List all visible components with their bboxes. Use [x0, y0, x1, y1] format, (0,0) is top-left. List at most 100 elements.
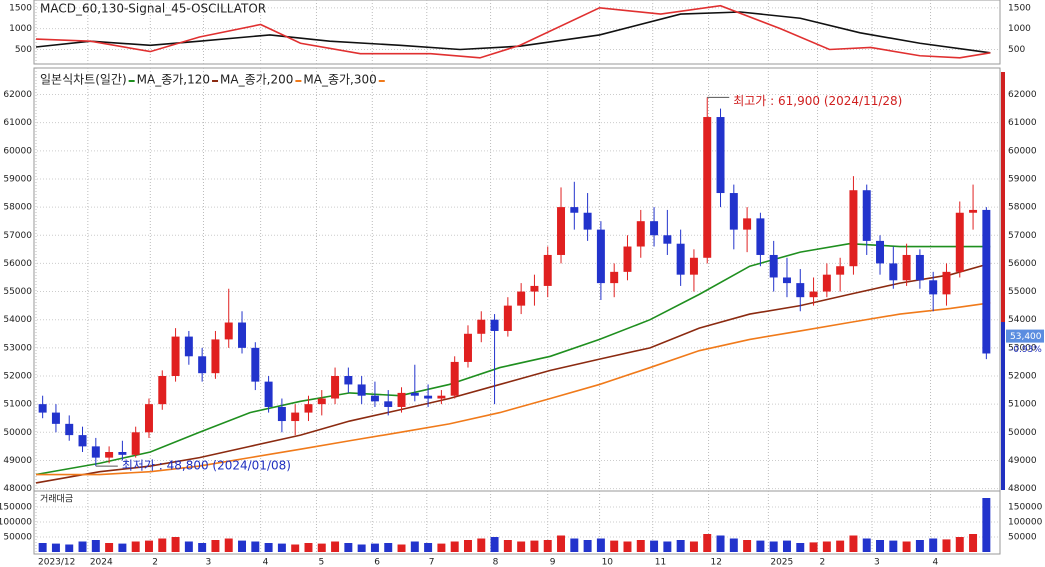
candle-body	[636, 221, 645, 247]
y-tick-label: 48000	[3, 484, 32, 494]
volume-bar	[477, 538, 486, 552]
candle-body	[729, 193, 738, 230]
y-tick-label-right: 60000	[1008, 146, 1037, 156]
volume-bar	[955, 537, 964, 552]
volume-bar	[158, 538, 167, 552]
candle-body	[370, 395, 379, 402]
price-frame	[33, 67, 1001, 492]
y-tick-label: 150000	[0, 503, 32, 513]
candle-body	[211, 339, 220, 374]
y-tick-label: 54000	[3, 315, 32, 325]
volume-bar	[144, 540, 153, 552]
volume-bar	[610, 540, 619, 552]
volume-bar	[331, 541, 340, 552]
candle-body	[929, 280, 938, 295]
candle-body	[477, 319, 486, 334]
y-tick-label: 53000	[3, 343, 32, 353]
panel-title: 일본식차트(일간)	[40, 73, 127, 87]
current-price-label: 53,400	[1010, 332, 1042, 342]
legend-label: MA_종가,200	[220, 73, 293, 87]
volume-bar	[198, 543, 207, 552]
volume-bar	[437, 543, 446, 552]
low-annotation: 최저가 : 48,800 (2024/01/08)	[122, 459, 291, 473]
y-tick-label: 50000	[3, 428, 32, 438]
y-tick-label-right: 61000	[1008, 118, 1037, 128]
candle-body	[743, 218, 752, 230]
volume-bar	[876, 540, 885, 552]
candle-body	[78, 435, 87, 447]
candle-body	[277, 406, 286, 422]
x-tick-label: 3	[874, 558, 880, 567]
candle-body	[184, 336, 193, 357]
volume-bar	[663, 541, 672, 552]
x-tick-label: 10	[602, 558, 614, 567]
x-tick-label: 2023/12	[38, 558, 75, 567]
y-tick-label: 55000	[3, 287, 32, 297]
line-series	[35, 262, 991, 484]
volume-bar	[743, 540, 752, 552]
y-tick-label-right: 57000	[1008, 231, 1037, 241]
candle-body	[304, 404, 313, 413]
volume-bar	[517, 541, 526, 552]
y-tick-label-right: 50000	[1008, 428, 1037, 438]
candle-body	[65, 423, 74, 436]
volume-bar	[796, 543, 805, 552]
candle-body	[756, 218, 765, 255]
y-tick-label-right: 500	[1008, 45, 1025, 55]
volume-bar	[184, 541, 193, 552]
volume-bar	[942, 539, 951, 552]
candle-body	[51, 412, 60, 424]
volume-bar	[969, 534, 978, 552]
y-tick-label: 51000	[3, 400, 32, 410]
volume-bar	[623, 541, 632, 552]
candle-body	[91, 446, 100, 458]
candle-body	[822, 274, 831, 292]
candle-body	[344, 376, 353, 385]
volume-bar	[982, 498, 991, 552]
y-tick-label: 500	[15, 45, 32, 55]
y-tick-label: 1000	[9, 24, 32, 34]
candle-body	[836, 266, 845, 275]
x-tick-label: 12	[711, 558, 722, 567]
x-tick-label: 3	[205, 558, 211, 567]
volume-bar	[51, 543, 60, 552]
candle-body	[716, 117, 725, 194]
volume-bar	[809, 542, 818, 552]
volume-bar	[291, 544, 300, 552]
candle-body	[490, 319, 499, 331]
volume-bar	[676, 540, 685, 552]
volume-bar	[636, 540, 645, 552]
candle-body	[171, 336, 180, 376]
x-tick-label: 2	[820, 558, 826, 567]
volume-bar	[38, 543, 47, 552]
y-tick-label-right: 56000	[1008, 259, 1037, 269]
y-tick-label-right: 51000	[1008, 400, 1037, 410]
volume-bar	[211, 540, 220, 552]
volume-bar	[729, 538, 738, 552]
candle-body	[703, 117, 712, 258]
y-tick-label-right: 100000	[1008, 518, 1043, 528]
volume-bar	[304, 543, 313, 552]
volume-bar	[424, 543, 433, 552]
y-tick-label-right: 1500	[1008, 3, 1031, 13]
candle-body	[676, 243, 685, 275]
candle-body	[463, 333, 472, 362]
volume-bar	[836, 540, 845, 552]
candle-body	[38, 404, 47, 413]
legend-label: MA_종가,120	[137, 73, 210, 87]
volume-bar	[716, 535, 725, 552]
volume-bar	[410, 541, 419, 552]
volume-bar	[450, 541, 459, 552]
y-tick-label-right: 52000	[1008, 372, 1037, 382]
volume-bar	[915, 540, 924, 552]
volume-bar	[756, 540, 765, 552]
volume-bar	[530, 540, 539, 552]
volume-bar	[570, 538, 579, 552]
x-tick-label: 8	[493, 558, 499, 567]
candle-body	[876, 240, 885, 264]
volume-bar	[78, 541, 87, 552]
volume-bar	[65, 544, 74, 552]
candle-body	[969, 209, 978, 213]
candle-body	[118, 452, 127, 455]
